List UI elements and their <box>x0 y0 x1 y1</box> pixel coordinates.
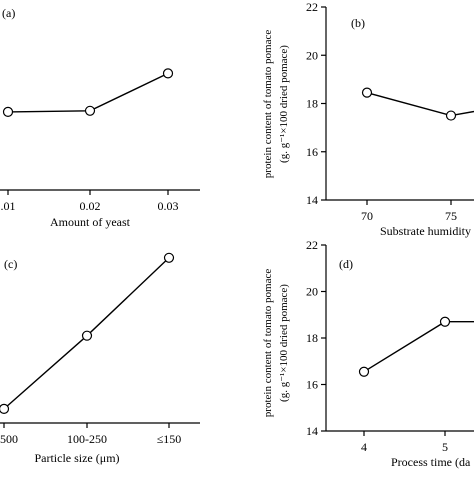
panel-b-xlabel: Substrate humidity <box>380 224 471 238</box>
panel-d-x-tick-label: 5 <box>442 440 448 454</box>
panel-a-data-point <box>84 105 96 116</box>
panel-b-ylabel-line1: protein content of tomato pomace <box>262 30 274 179</box>
panel-d-y-tick-label: 22 <box>306 238 318 252</box>
panel-a-data-point <box>2 106 14 118</box>
panel-d-xlabel: Process time (da <box>391 455 471 469</box>
panel-b-ylabel-line2: (g. g⁻¹×100 dried pomace) <box>278 45 290 163</box>
panel-c-data-point <box>163 252 175 263</box>
panel-d-ylabel-line2: (g. g⁻¹×100 dried pomace) <box>278 284 290 402</box>
panel-a-label: (a) <box>2 6 15 20</box>
panel-b-y-tick-label: 14 <box>306 193 318 207</box>
panel-a-xlabel: Amount of yeast <box>50 215 131 229</box>
panel-b-series-line <box>366 91 474 117</box>
panel-b-x-tick-label: 75 <box>445 209 457 223</box>
panel-b-label: (b) <box>351 16 365 30</box>
panel-b-y-tick-label: 18 <box>306 97 318 111</box>
panel-a-x-tick-label: .01 <box>1 199 16 213</box>
panel-d-label: (d) <box>339 257 353 271</box>
panel-d-y-tick-label: 16 <box>306 378 318 392</box>
panel-a: (a) Amount of yeast .01 0.02 0.03 <box>0 6 200 229</box>
panel-b-ylabel: protein content of tomato pomace (g. g⁻¹… <box>262 30 290 179</box>
panel-d-x-tick-label: 4 <box>361 440 367 454</box>
panel-c-xlabel: Particle size (μm) <box>34 451 119 465</box>
panel-b: (b) Substrate humidity protein content o… <box>262 0 474 238</box>
panel-a-data-point <box>162 68 174 79</box>
panel-c-data-point <box>0 403 10 414</box>
panel-d-data-point <box>439 316 451 327</box>
panel-b-y-tick-label: 16 <box>306 145 318 159</box>
panel-d-data-point <box>358 366 370 377</box>
panel-d-ylabel: protein content of tomato pomace (g. g⁻¹… <box>262 269 290 418</box>
panel-a-x-tick-label: 0.03 <box>158 199 179 213</box>
panel-d-y-tick-label: 20 <box>306 285 318 299</box>
panel-b-data-point <box>445 110 457 121</box>
panel-d-series-line <box>363 321 474 373</box>
panel-b-x-tick-label: 70 <box>361 209 373 223</box>
panel-c-x-tick-label: 100-250 <box>67 432 107 446</box>
panel-d: (d) Process time (da protein content of … <box>262 238 474 469</box>
panel-b-data-point <box>361 87 373 98</box>
panel-d-y-tick-label: 14 <box>306 424 318 438</box>
panel-c-label: (c) <box>4 257 17 271</box>
panel-b-y-tick-label: 22 <box>306 0 318 14</box>
panel-b-y-tick-label: 20 <box>306 48 318 62</box>
panel-d-ylabel-line1: protein content of tomato pomace <box>262 269 274 418</box>
panel-c-x-tick-label: 0-500 <box>0 432 18 446</box>
panel-a-x-tick-label: 0.02 <box>80 199 101 213</box>
panel-c-data-point <box>81 330 93 341</box>
panel-c: (c) Particle size (μm) 0-500 100-250 ≤150 <box>0 252 200 465</box>
panel-d-y-tick-label: 18 <box>306 331 318 345</box>
panel-c-x-tick-label: ≤150 <box>157 432 182 446</box>
